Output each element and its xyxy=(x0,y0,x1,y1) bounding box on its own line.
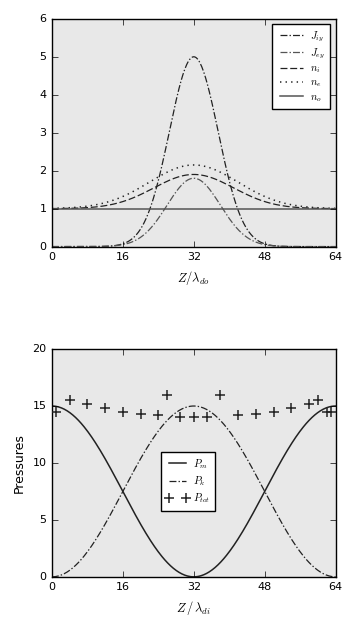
Point xyxy=(204,413,210,423)
Point xyxy=(54,407,59,417)
Point xyxy=(120,407,126,417)
Point xyxy=(191,413,197,423)
Point xyxy=(164,389,170,399)
Point xyxy=(67,395,72,405)
Point xyxy=(253,409,258,419)
Point xyxy=(84,399,90,409)
Point xyxy=(324,407,329,417)
Point xyxy=(328,407,334,417)
Point xyxy=(271,407,276,417)
Point xyxy=(102,403,108,413)
X-axis label: $Z/\lambda_{do}$: $Z/\lambda_{do}$ xyxy=(177,269,210,287)
Point xyxy=(178,413,183,423)
Legend: $J_{iy}$, $J_{ey}$, $n_i$, $n_e$, $n_o$: $J_{iy}$, $J_{ey}$, $n_i$, $n_e$, $n_o$ xyxy=(272,24,330,109)
Point xyxy=(315,395,321,405)
Y-axis label: Pressures: Pressures xyxy=(12,433,25,493)
Point xyxy=(138,409,143,419)
X-axis label: $Z\,/\,\lambda_{di}$: $Z\,/\,\lambda_{di}$ xyxy=(176,599,211,618)
Point xyxy=(289,403,294,413)
Point xyxy=(218,389,223,399)
Point xyxy=(306,399,312,409)
Point xyxy=(235,410,241,420)
Point xyxy=(156,410,161,420)
Legend: $P_m$, $P_k$, $P_{tot}$: $P_m$, $P_k$, $P_{tot}$ xyxy=(161,451,216,510)
